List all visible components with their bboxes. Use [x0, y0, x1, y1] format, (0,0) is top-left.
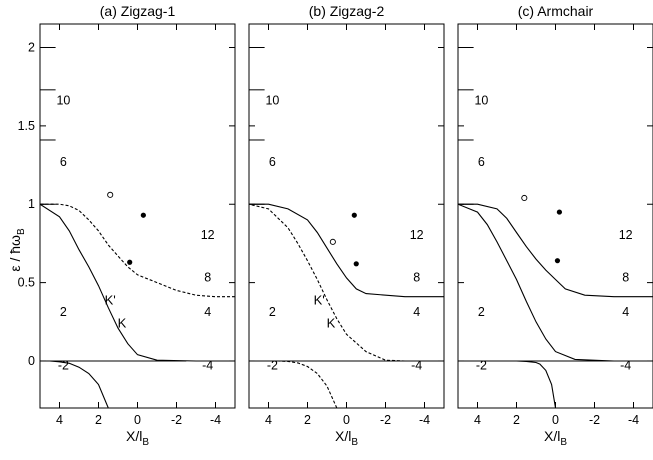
filling-factor-label: 4	[622, 305, 629, 319]
filling-factor-label: 10	[56, 94, 70, 108]
filling-factor-label: 6	[269, 155, 276, 169]
panel-title: (a) Zigzag-1	[100, 3, 176, 19]
filling-factor-label: 10	[474, 94, 488, 108]
panels: (a) Zigzag-1 4 2 0 -2 -4 0 0.5 1 1.5 2 X/lB 10 6 2 -2 12…	[18, 3, 653, 448]
x-tick-label: -4	[419, 413, 430, 427]
plot-frame	[248, 23, 445, 409]
y-tick-label: 0.5	[18, 276, 35, 290]
series-line	[249, 203, 444, 298]
y-tick-label: 2	[28, 41, 35, 55]
plot-frame	[457, 23, 653, 409]
series-line	[40, 203, 235, 362]
panel-2: (b) Zigzag-2 4 2 0 -2 -4 X/lB 10 6 2 -2 12 8 4 -4 K'K	[248, 3, 445, 448]
filled-circle-point	[556, 209, 563, 215]
filling-factor-label: -4	[202, 359, 213, 373]
series-line	[516, 360, 557, 408]
filling-factor-label: 2	[478, 305, 485, 319]
filling-factor-label: 6	[60, 155, 67, 169]
x-tick-label: 4	[265, 413, 272, 427]
x-tick-label: -2	[380, 413, 391, 427]
filling-factor-label: 4	[413, 305, 420, 319]
x-tick-label: -2	[171, 413, 182, 427]
filling-factor-label: 4	[204, 305, 211, 319]
x-tick-label: 2	[95, 413, 102, 427]
panel-title: (c) Armchair	[518, 3, 594, 19]
y-axis-label: ε / ħωB	[7, 228, 27, 272]
filled-circle-point	[351, 212, 357, 218]
x-tick-label: 2	[304, 413, 311, 427]
filling-factor-label: 2	[60, 305, 67, 319]
series-line	[278, 360, 338, 408]
plot-area	[249, 47, 444, 408]
series-line	[458, 203, 653, 362]
y-tick-label: 1.5	[18, 119, 35, 133]
x-tick-label: 0	[343, 413, 350, 427]
filling-factor-label: -2	[476, 359, 487, 373]
plot-area	[40, 47, 235, 408]
x-axis-label: X/lB	[335, 428, 358, 448]
x-tick-label: 4	[56, 413, 63, 427]
filling-factor-label: 2	[269, 305, 276, 319]
filling-factor-label: 12	[410, 228, 424, 242]
filling-factor-label: -4	[620, 359, 631, 373]
filling-factor-label: -2	[267, 359, 278, 373]
x-axis-label: X/lB	[126, 428, 149, 448]
valley-annotation: K'	[314, 292, 325, 307]
x-tick-label: -4	[628, 413, 639, 427]
filled-circle-point	[127, 259, 133, 265]
plot-area	[458, 47, 653, 408]
series-line	[40, 360, 109, 408]
filled-circle-point	[140, 212, 146, 218]
filled-circle-point	[554, 258, 561, 264]
filling-factor-label: 6	[478, 155, 485, 169]
valley-annotation: K	[327, 315, 336, 330]
filling-factor-label: 12	[201, 228, 215, 242]
valley-annotation: K'	[105, 292, 116, 307]
panel-title: (b) Zigzag-2	[309, 3, 385, 19]
filling-factor-label: 8	[413, 270, 420, 284]
filling-factor-label: -4	[411, 359, 422, 373]
panel-3: (c) Armchair 4 2 0 -2 -4 X/lB 10 6 2 -2 12 8 4 -4	[457, 3, 653, 448]
filled-circle-point	[353, 261, 359, 267]
series-line	[40, 203, 235, 298]
filling-factor-label: 8	[622, 270, 629, 284]
x-tick-label: 0	[552, 413, 559, 427]
x-tick-label: 0	[134, 413, 141, 427]
y-tick-label: 0	[28, 354, 35, 368]
filling-factor-label: -2	[58, 359, 69, 373]
x-tick-label: 4	[474, 413, 481, 427]
x-tick-label: -4	[210, 413, 221, 427]
filling-factor-label: 12	[619, 228, 633, 242]
series-line	[249, 203, 406, 362]
filling-factor-label: 10	[265, 94, 279, 108]
y-tick-label: 1	[28, 197, 35, 211]
x-axis-label: X/lB	[544, 428, 567, 448]
x-tick-label: -2	[589, 413, 600, 427]
plot-frame	[39, 23, 236, 409]
open-circle-point	[107, 191, 114, 198]
series-line	[458, 203, 653, 298]
filling-factor-label: 8	[204, 270, 211, 284]
panel-1: (a) Zigzag-1 4 2 0 -2 -4 0 0.5 1 1.5 2 X/lB 10 6 2 -2 12…	[18, 3, 236, 448]
open-circle-point	[329, 238, 336, 245]
valley-annotation: K	[118, 315, 127, 330]
open-circle-point	[521, 194, 528, 202]
x-tick-label: 2	[513, 413, 520, 427]
